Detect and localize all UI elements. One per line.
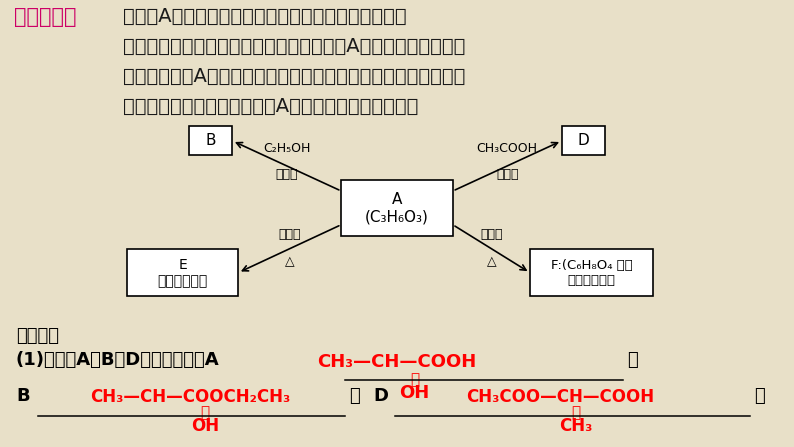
FancyBboxPatch shape <box>189 126 233 155</box>
Text: D: D <box>373 387 388 405</box>
Text: 浓硫酸: 浓硫酸 <box>496 168 518 181</box>
Text: CH₃—CH—COOCH₂CH₃: CH₃—CH—COOCH₂CH₃ <box>91 388 291 405</box>
Text: B: B <box>16 387 29 405</box>
Text: 化合物A最早发现于酸牛奶中，它是人体内糖代谢的中: 化合物A最早发现于酸牛奶中，它是人体内糖代谢的中 <box>123 7 407 26</box>
Text: 。: 。 <box>754 387 765 405</box>
Text: ｜: ｜ <box>200 405 210 421</box>
Text: △: △ <box>487 255 496 268</box>
FancyBboxPatch shape <box>127 249 238 296</box>
Text: 复习练习：: 复习练习： <box>14 7 77 27</box>
Text: CH₃—CH—COOH: CH₃—CH—COOH <box>318 353 476 371</box>
Text: 銀镜反应。在浓硫酸存在下，A可发生如图所示的反应。: 銀镜反应。在浓硫酸存在下，A可发生如图所示的反应。 <box>123 97 418 116</box>
Text: CH₃: CH₃ <box>559 417 592 435</box>
Text: B: B <box>205 133 216 148</box>
Text: ｜: ｜ <box>571 405 580 421</box>
Text: OH: OH <box>191 417 219 435</box>
Text: OH: OH <box>399 384 430 402</box>
Text: 试写出：: 试写出： <box>16 327 59 345</box>
Text: △: △ <box>285 255 295 268</box>
Text: 补钒剂之一。A在某种催化剂的存在下进行氧化，其产物不能发生: 补钒剂之一。A在某种催化剂的存在下进行氧化，其产物不能发生 <box>123 67 465 86</box>
Text: ｜: ｜ <box>410 372 419 387</box>
Text: CH₃COOH: CH₃COOH <box>476 142 538 155</box>
Text: 浓硫酸: 浓硫酸 <box>279 228 301 240</box>
Text: ，: ， <box>349 387 360 405</box>
Text: 浓硫酸: 浓硫酸 <box>276 168 298 181</box>
FancyBboxPatch shape <box>530 249 653 296</box>
Text: F:(C₆H₈O₄ 六元
环状化合物）: F:(C₆H₈O₄ 六元 环状化合物） <box>551 259 632 287</box>
Text: A
(C₃H₆O₃): A (C₃H₆O₃) <box>365 192 429 224</box>
Text: 浓硫酸: 浓硫酸 <box>480 228 503 240</box>
Text: D: D <box>578 133 589 148</box>
Text: (1)化合物A、B、D的结构简式：A: (1)化合物A、B、D的结构简式：A <box>16 351 219 369</box>
Text: E
能使淡水褒色: E 能使淡水褒色 <box>157 257 208 288</box>
Text: CH₃COO—CH—COOH: CH₃COO—CH—COOH <box>466 388 653 405</box>
Text: ，: ， <box>627 351 638 369</box>
FancyBboxPatch shape <box>562 126 606 155</box>
Text: C₂H₅OH: C₂H₅OH <box>263 142 310 155</box>
Text: 间体，可由马陵薇、玉米淠粉等发酵制得，A的钒盐是人们喜爱的: 间体，可由马陵薇、玉米淠粉等发酵制得，A的钒盐是人们喜爱的 <box>123 37 465 56</box>
FancyBboxPatch shape <box>341 180 453 236</box>
